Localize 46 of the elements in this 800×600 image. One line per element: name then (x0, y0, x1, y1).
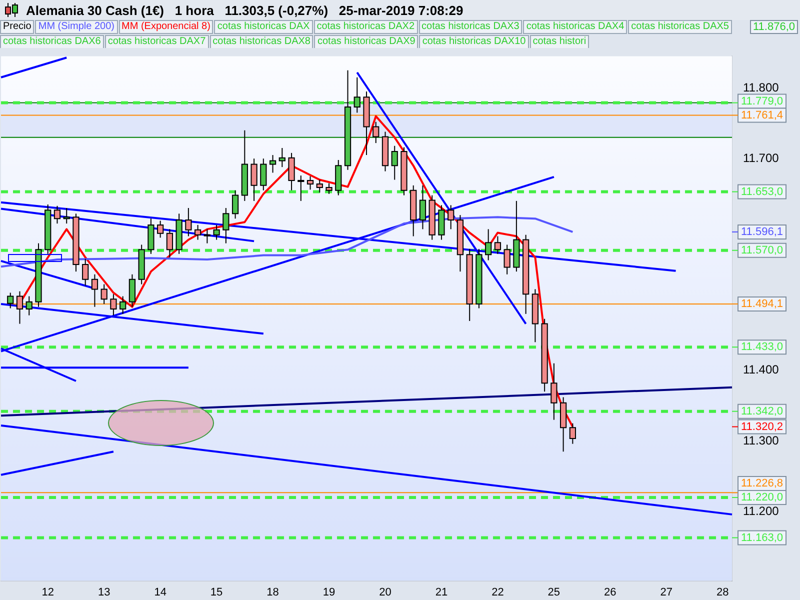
x-tick-label: 14 (154, 586, 166, 598)
ref-line-label: 11.779,0 (741, 95, 784, 108)
text: 11.876,0 (750, 20, 798, 34)
ref-line-label: 11.163,0 (741, 532, 784, 544)
ref-line-label: 11.433,0 (741, 341, 784, 354)
ref-line-label: 11.220,0 (741, 492, 784, 504)
x-tick-label: 26 (604, 586, 616, 598)
text: MM (Simple 200) (35, 20, 118, 34)
x-tick-label: 13 (98, 586, 110, 598)
x-tick-label: 18 (266, 586, 279, 598)
text: cotas historicas DAX9 (314, 35, 418, 49)
text: cotas historicas DAX8 (210, 35, 314, 49)
ref-line-label: 11.342,0 (741, 405, 784, 418)
x-tick-label: 15 (210, 586, 223, 598)
x-tick-label: 22 (492, 586, 504, 598)
ref-line-label: 11.226,8 (741, 478, 784, 490)
text: 11.596,1 (741, 226, 784, 238)
x-tick-label: 21 (435, 586, 448, 598)
text: cotas historicas DAX10 (419, 35, 529, 49)
ref-line-label: 11.570,0 (741, 244, 784, 256)
text: MM (Exponencial 8) (118, 20, 214, 34)
text: 11.320,2 (741, 420, 784, 433)
ref-line-label: 11.653,0 (741, 186, 784, 198)
text: cotas historicas DAX3 (418, 20, 522, 34)
x-tick-label: 20 (379, 586, 392, 598)
x-tick-label: 28 (716, 586, 729, 598)
text: Precio (0, 20, 34, 34)
text: cotas historicas DAX2 (314, 20, 418, 34)
text: cotas historicas DAX (214, 20, 313, 34)
text: cotas historicas DAX4 (523, 20, 628, 34)
x-tick-label: 12 (42, 586, 54, 598)
text: cotas historicas DAX7 (104, 35, 209, 49)
ref-line-label: 11.494,1 (741, 298, 784, 310)
y-tick-label: 11.200 (743, 504, 780, 518)
y-tick-label: 11.400 (743, 362, 780, 377)
x-tick-label: 25 (548, 586, 560, 598)
ref-line-label: 11.761,4 (741, 109, 784, 122)
y-tick-label: 11.300 (743, 433, 780, 448)
text: cotas historicas DAX6 (0, 35, 104, 49)
chart-title: Alemania 30 Cash (1€) 1 hora 11.303,5 (-0,27%) 25-mar-2019 7:08:29 (26, 2, 464, 18)
text: cotas histori (530, 35, 590, 49)
text: cotas historicas DAX5 (628, 20, 732, 34)
x-tick-label: 27 (660, 586, 673, 598)
y-tick-label: 11.700 (743, 150, 780, 165)
x-tick-label: 19 (322, 586, 336, 598)
y-tick-label: 11.800 (743, 80, 780, 94)
